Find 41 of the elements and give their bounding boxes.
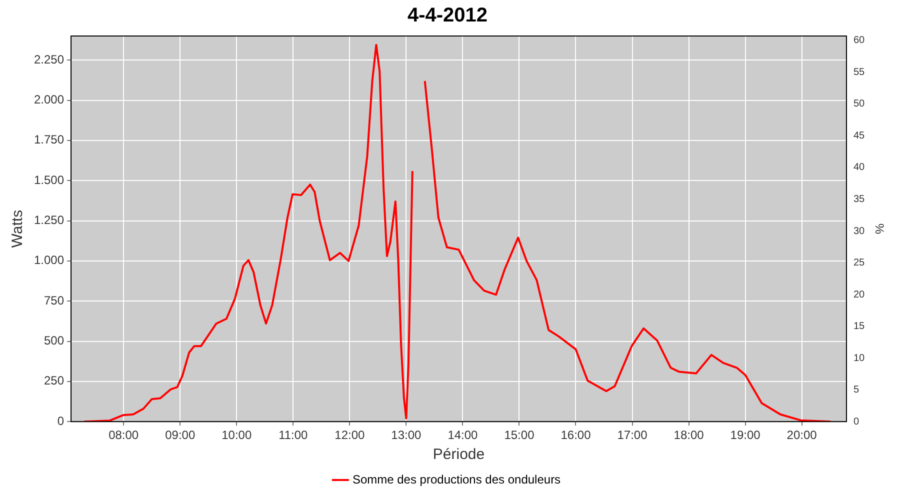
- x-tick-label: 12:00: [334, 428, 366, 442]
- x-tick-label: 11:00: [278, 428, 308, 442]
- legend-label: Somme des productions des onduleurs: [352, 472, 561, 486]
- x-tick-label: 20:00: [786, 428, 818, 442]
- y2-tick-label: 0: [853, 416, 860, 428]
- y2-tick-label: 5: [853, 384, 860, 396]
- y2-tick-label: 50: [853, 98, 866, 110]
- x-tick-label: 10:00: [222, 428, 252, 442]
- y-tick-label: 1.750: [34, 132, 64, 147]
- x-tick-label: 18:00: [674, 428, 704, 442]
- y-tick-label: 750: [44, 293, 64, 308]
- x-tick-label: 16:00: [560, 428, 592, 442]
- x-tick-label: 15:00: [504, 428, 535, 442]
- y2-tick-label: 10: [853, 352, 866, 364]
- y2-tick-label: 60: [853, 35, 866, 46]
- y-tick-label: 1.500: [34, 172, 64, 187]
- y2-tick-label: 35: [853, 194, 866, 206]
- y2-tick-label: 45: [853, 130, 866, 142]
- y-tick-label: 250: [44, 374, 64, 388]
- x-tick-label: 09:00: [165, 428, 196, 442]
- y2-tick-label: 20: [853, 289, 866, 300]
- x-tick-label: 14:00: [448, 428, 478, 442]
- x-tick-label: 19:00: [730, 428, 761, 442]
- x-tick-label: 08:00: [108, 428, 139, 442]
- chart-title: 4-4-2012: [407, 4, 488, 27]
- x-tick-label: 13:00: [391, 428, 422, 442]
- y2-tick-label: 15: [853, 321, 866, 332]
- y-tick-label: 2.000: [34, 92, 64, 107]
- x-axis-title: Période: [432, 446, 485, 464]
- y-tick-label: 500: [44, 334, 64, 348]
- y2-tick-label: 25: [853, 258, 866, 269]
- y-tick-label: 1.000: [34, 253, 64, 268]
- y-tick-label: 1.250: [34, 213, 64, 228]
- y2-tick-label: 40: [853, 162, 866, 174]
- y2-tick-label: 55: [853, 66, 866, 78]
- x-tick-label: 17:00: [617, 428, 648, 442]
- y2-axis-title: %: [872, 223, 886, 234]
- y2-tick-label: 30: [853, 226, 866, 237]
- y-axis-title: Watts: [9, 210, 26, 248]
- y-tick-label: 0: [57, 414, 64, 428]
- y-tick-label: 2.250: [34, 52, 64, 66]
